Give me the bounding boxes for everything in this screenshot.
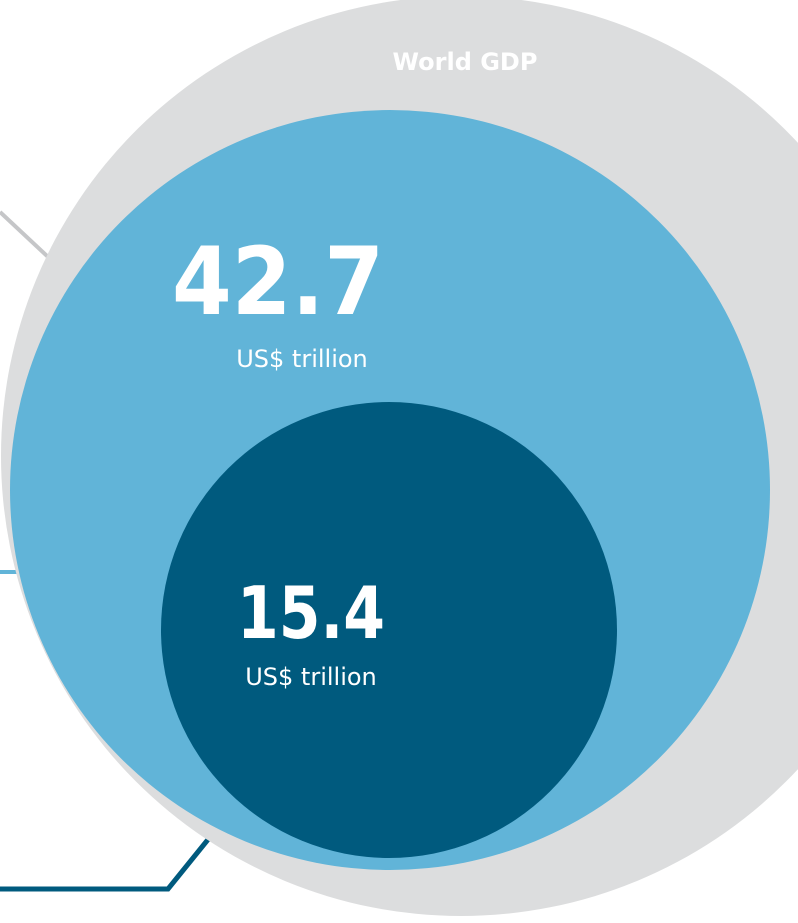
chart-title: World GDP [393,48,538,76]
unit-label-15-4: US$ trillion [245,663,377,691]
gdp-circle-15-4 [161,402,617,858]
value-label-42-7: 42.7 [172,228,384,337]
unit-label-42-7: US$ trillion [236,345,368,373]
value-label-15-4: 15.4 [237,571,385,655]
